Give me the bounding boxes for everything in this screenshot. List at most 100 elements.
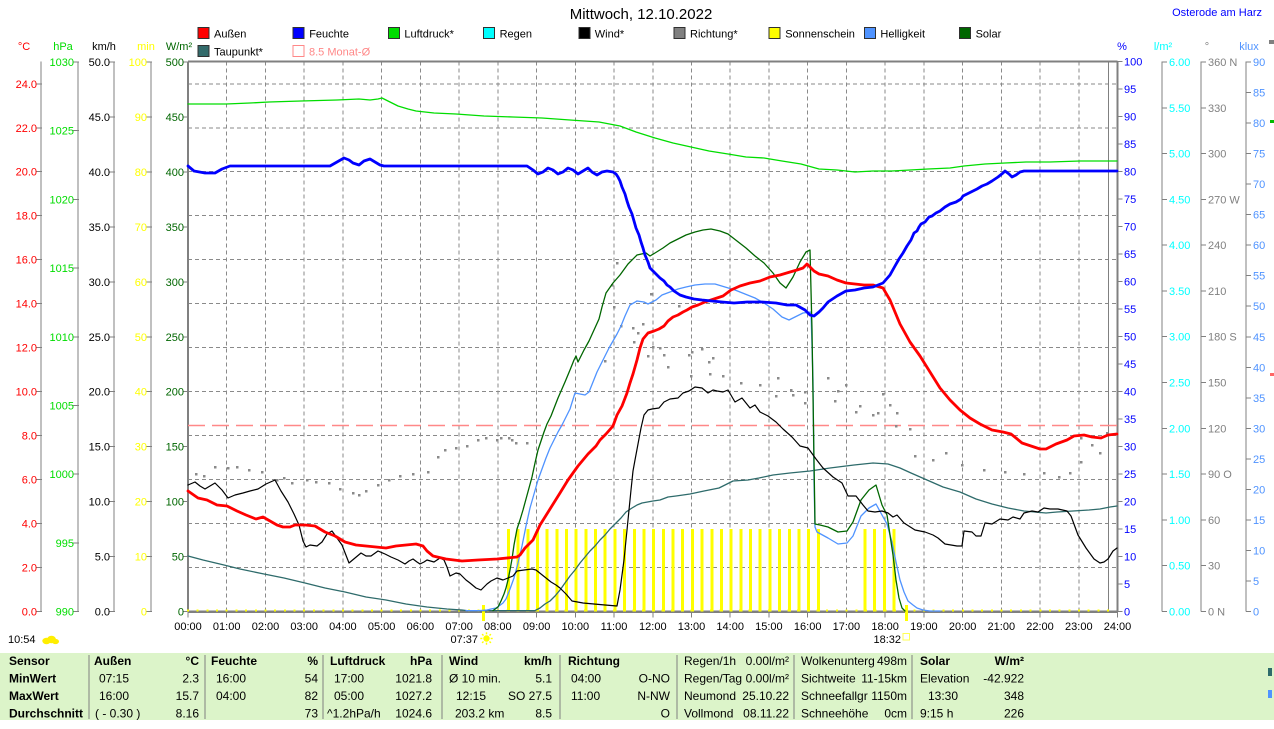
svg-text:Regen/Tag: Regen/Tag: [684, 672, 742, 686]
svg-text:%: %: [307, 654, 318, 668]
svg-text:0: 0: [1253, 607, 1259, 619]
svg-text:04:00: 04:00: [216, 689, 246, 703]
svg-text:1150m: 1150m: [871, 689, 907, 703]
svg-text:45.0: 45.0: [89, 112, 110, 124]
svg-text:20: 20: [135, 497, 147, 509]
svg-text:1025: 1025: [50, 126, 74, 138]
svg-text:35: 35: [1253, 393, 1265, 405]
svg-text:5.0: 5.0: [95, 552, 110, 564]
svg-text:45: 45: [1253, 332, 1265, 344]
svg-text:1.50: 1.50: [1169, 469, 1190, 481]
svg-text:18:00: 18:00: [871, 621, 899, 633]
svg-text:Feuchte: Feuchte: [211, 654, 257, 668]
svg-text:1005: 1005: [50, 400, 74, 412]
svg-text:5: 5: [1124, 579, 1130, 591]
svg-text:MaxWert: MaxWert: [9, 689, 59, 703]
svg-text:16:00: 16:00: [216, 672, 246, 686]
svg-text:20.0: 20.0: [16, 167, 37, 179]
svg-text:50: 50: [135, 332, 147, 344]
svg-text:^1.2hPa/h: ^1.2hPa/h: [327, 707, 381, 721]
svg-text:54: 54: [305, 672, 319, 686]
svg-text:1015: 1015: [50, 263, 74, 275]
svg-text:Neumond: Neumond: [684, 689, 736, 703]
svg-text:Solar: Solar: [976, 29, 1002, 41]
svg-text:8.5 Monat-Ø: 8.5 Monat-Ø: [309, 47, 371, 59]
svg-text:30: 30: [1208, 561, 1220, 573]
svg-text:1000: 1000: [50, 469, 74, 481]
svg-text:200: 200: [166, 387, 184, 399]
svg-text:Mittwoch, 12.10.2022: Mittwoch, 12.10.2022: [570, 6, 713, 23]
svg-text:18.0: 18.0: [16, 211, 37, 223]
svg-text:08.11.22: 08.11.22: [743, 707, 789, 721]
svg-text:0: 0: [141, 607, 147, 619]
svg-text:l/m²: l/m²: [1154, 41, 1173, 53]
svg-text:0.00l/m²: 0.00l/m²: [746, 672, 789, 686]
svg-text:Regen: Regen: [500, 29, 532, 41]
svg-text:100: 100: [1124, 57, 1142, 69]
svg-text:20.0: 20.0: [89, 387, 110, 399]
svg-text:35.0: 35.0: [89, 222, 110, 234]
svg-text:17:00: 17:00: [833, 621, 861, 633]
svg-text:8.0: 8.0: [22, 431, 37, 443]
svg-text:16:00: 16:00: [99, 689, 129, 703]
svg-text:55: 55: [1253, 271, 1265, 283]
svg-text:75: 75: [1253, 149, 1265, 161]
svg-text:50: 50: [172, 552, 184, 564]
svg-text:2.0: 2.0: [22, 563, 37, 575]
svg-text:W/m²: W/m²: [995, 654, 1024, 668]
svg-text:348: 348: [1004, 689, 1024, 703]
svg-text:-42.922: -42.922: [983, 672, 1024, 686]
svg-text:6.00: 6.00: [1169, 57, 1190, 69]
svg-text:Richtung: Richtung: [568, 654, 620, 668]
svg-text:12.0: 12.0: [16, 343, 37, 355]
svg-text:1030: 1030: [50, 57, 74, 69]
svg-text:5: 5: [1253, 576, 1259, 588]
svg-text:04:00: 04:00: [571, 672, 601, 686]
svg-text:1021.8: 1021.8: [395, 672, 432, 686]
svg-text:90 O: 90 O: [1208, 469, 1232, 481]
svg-text:50.0: 50.0: [89, 57, 110, 69]
svg-text:15.0: 15.0: [89, 442, 110, 454]
svg-text:73: 73: [305, 707, 319, 721]
svg-text:30: 30: [1253, 423, 1265, 435]
svg-text:60: 60: [1208, 515, 1220, 527]
svg-text:15.7: 15.7: [176, 689, 200, 703]
svg-text:45: 45: [1124, 359, 1136, 371]
svg-text:40.0: 40.0: [89, 167, 110, 179]
svg-text:85: 85: [1124, 139, 1136, 151]
svg-text:400: 400: [166, 167, 184, 179]
svg-text:13:30: 13:30: [928, 689, 958, 703]
svg-text:270 W: 270 W: [1208, 194, 1240, 206]
svg-text:5.50: 5.50: [1169, 103, 1190, 115]
svg-text:°C: °C: [18, 41, 30, 53]
svg-text:25.0: 25.0: [89, 332, 110, 344]
svg-text:990: 990: [56, 607, 74, 619]
svg-text:07:00: 07:00: [445, 621, 473, 633]
svg-text:2.50: 2.50: [1169, 378, 1190, 390]
svg-text:70: 70: [135, 222, 147, 234]
svg-text:100: 100: [166, 497, 184, 509]
svg-text:40: 40: [1253, 362, 1265, 374]
svg-text:12:00: 12:00: [639, 621, 667, 633]
svg-text:100: 100: [129, 57, 147, 69]
svg-text:15: 15: [1253, 515, 1265, 527]
svg-text:19:00: 19:00: [910, 621, 938, 633]
svg-text:498m: 498m: [877, 654, 907, 668]
svg-text:40: 40: [135, 387, 147, 399]
svg-text:12:15: 12:15: [456, 689, 486, 703]
svg-text:24.0: 24.0: [16, 79, 37, 91]
svg-text:Wind*: Wind*: [595, 29, 625, 41]
svg-text:Richtung*: Richtung*: [690, 29, 738, 41]
svg-text:350: 350: [166, 222, 184, 234]
svg-text:0 N: 0 N: [1208, 607, 1225, 619]
svg-text:70: 70: [1253, 179, 1265, 191]
svg-text:5.1: 5.1: [535, 672, 552, 686]
svg-text:90: 90: [135, 112, 147, 124]
svg-text:30: 30: [1124, 442, 1136, 454]
svg-text:Wind: Wind: [449, 654, 478, 668]
svg-text:klux: klux: [1239, 41, 1259, 53]
svg-text:Sensor: Sensor: [9, 654, 50, 668]
svg-text:07:15: 07:15: [99, 672, 129, 686]
svg-text:Feuchte: Feuchte: [309, 29, 349, 41]
svg-text:10: 10: [135, 552, 147, 564]
